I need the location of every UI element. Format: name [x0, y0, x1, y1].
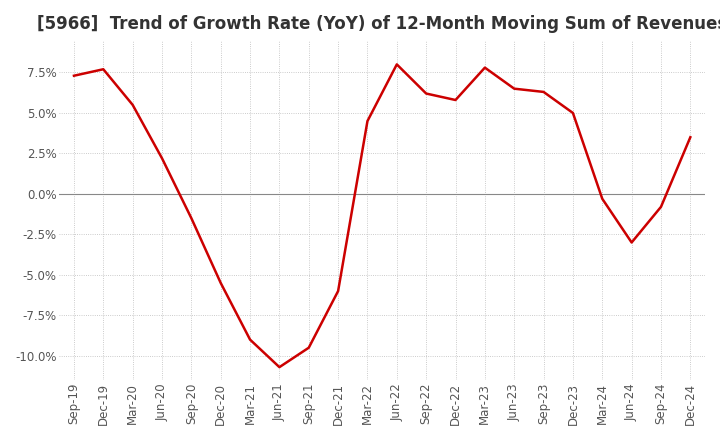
Title: [5966]  Trend of Growth Rate (YoY) of 12-Month Moving Sum of Revenues: [5966] Trend of Growth Rate (YoY) of 12-…	[37, 15, 720, 33]
